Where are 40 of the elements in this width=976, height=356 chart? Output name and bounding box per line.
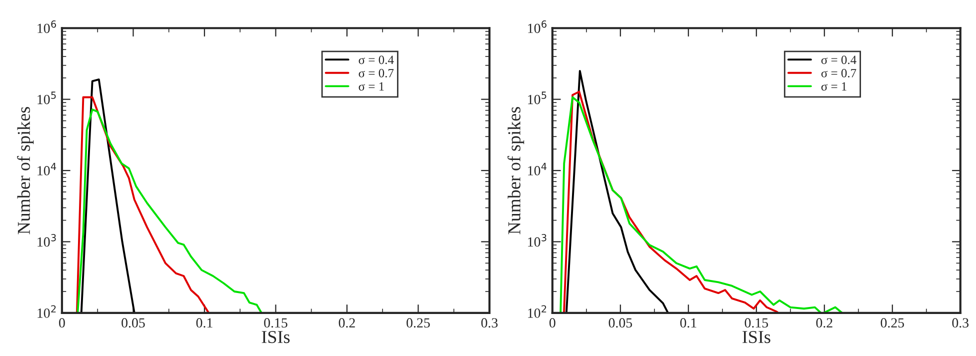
y-tick-label: 10$^{5}$ <box>528 92 546 104</box>
x-tick-label: 0.2 <box>338 318 355 328</box>
x-axis-title: ISIs <box>742 330 770 344</box>
legend-label: σ = 0.4 <box>821 56 856 64</box>
x-tick-label: 0 <box>59 318 65 328</box>
x-tick-label: 0.2 <box>816 318 832 328</box>
x-tick-label: 0.25 <box>880 318 904 328</box>
x-axis-title: ISIs <box>262 330 290 344</box>
x-tick-label: 0.3 <box>952 318 969 328</box>
y-axis-title: Number of spikes <box>508 106 524 234</box>
legend-label: σ = 0.7 <box>358 68 394 78</box>
y-tick-label: 10$^{2}$ <box>528 305 546 318</box>
x-tick-label: 0.1 <box>196 318 212 328</box>
line-series <box>563 90 780 313</box>
x-tick-label: 0.15 <box>264 318 288 328</box>
x-tick-label: 0.3 <box>481 318 498 328</box>
x-tick-label: 0.05 <box>608 318 632 328</box>
legend-label: σ = 1 <box>358 82 384 91</box>
x-tick-label: 0.1 <box>680 318 696 328</box>
y-tick-label: 10$^{6}$ <box>528 20 546 34</box>
legend-label: σ = 0.7 <box>821 68 856 78</box>
y-tick-label: 10$^{4}$ <box>528 162 547 176</box>
legend-label: σ = 0.4 <box>358 56 394 64</box>
y-tick-label: 10$^{3}$ <box>38 234 56 247</box>
line-series <box>80 78 136 313</box>
line-series <box>560 96 844 313</box>
x-tick-label: 0.25 <box>406 318 430 328</box>
y-tick-label: 10$^{3}$ <box>528 234 546 247</box>
x-tick-label: 0 <box>549 318 556 328</box>
x-tick-label: 0.15 <box>744 318 768 328</box>
line-series <box>76 108 262 313</box>
line-series <box>565 70 669 313</box>
y-tick-label: 10$^{6}$ <box>38 20 56 34</box>
y-axis-title: Number of spikes <box>17 106 34 234</box>
x-tick-label: 0.05 <box>122 318 145 328</box>
line-series <box>76 96 210 313</box>
y-tick-label: 10$^{5}$ <box>38 92 56 104</box>
y-tick-label: 10$^{2}$ <box>38 305 56 318</box>
y-tick-label: 10$^{4}$ <box>38 162 56 176</box>
legend-label: σ = 1 <box>821 82 846 91</box>
